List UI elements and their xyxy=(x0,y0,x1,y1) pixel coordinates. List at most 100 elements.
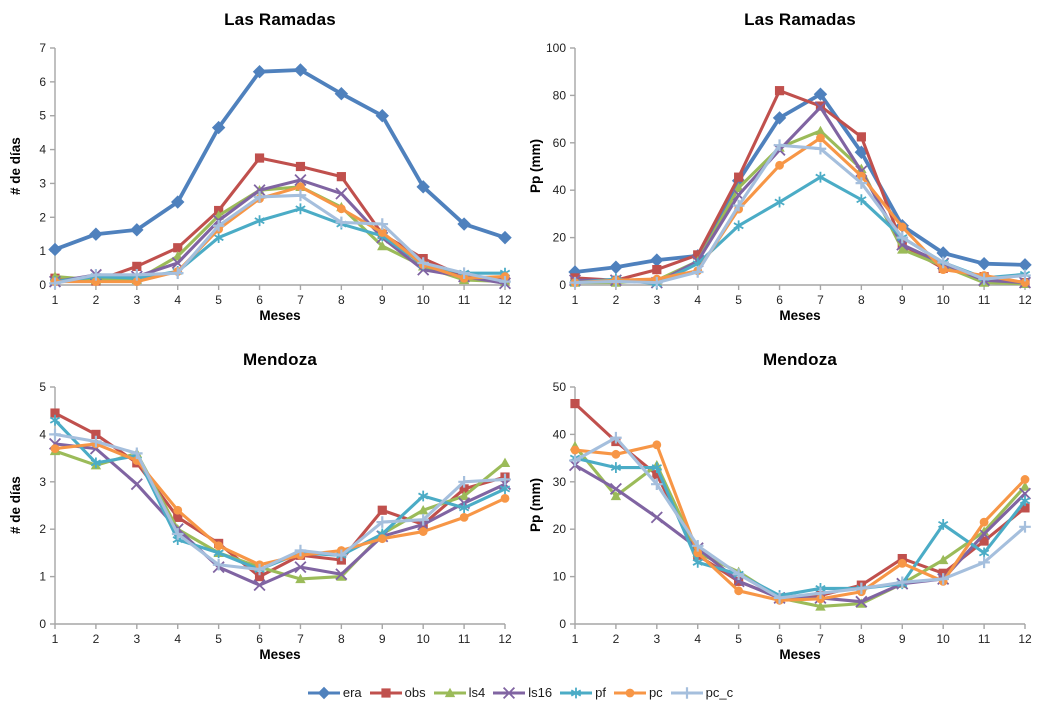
svg-text:9: 9 xyxy=(379,632,386,646)
svg-text:5: 5 xyxy=(735,632,742,646)
svg-text:2: 2 xyxy=(613,632,620,646)
legend-marker-pf-asterisk-icon xyxy=(560,687,593,698)
svg-text:5: 5 xyxy=(735,293,742,307)
legend-marker-obs-square-icon xyxy=(369,687,402,698)
svg-text:6: 6 xyxy=(256,632,263,646)
legend-item-pc_c: pc_c xyxy=(670,685,733,700)
svg-text:12: 12 xyxy=(1018,632,1032,646)
legend-marker-pc-circle-icon xyxy=(613,688,646,697)
svg-text:4: 4 xyxy=(694,632,701,646)
svg-text:100: 100 xyxy=(546,41,566,55)
legend-marker-ls16-x-icon xyxy=(493,686,526,699)
series-obs xyxy=(50,153,510,286)
svg-text:10: 10 xyxy=(417,293,431,307)
svg-text:80: 80 xyxy=(553,88,567,102)
legend-marker-ls4-triangle-icon xyxy=(433,687,466,697)
svg-text:2: 2 xyxy=(93,632,100,646)
svg-text:1: 1 xyxy=(572,293,579,307)
legend-label: obs xyxy=(404,685,426,700)
x-axis-title: Meses xyxy=(779,647,821,662)
legend-label: ls16 xyxy=(528,685,553,700)
svg-text:1: 1 xyxy=(39,570,46,584)
svg-text:5: 5 xyxy=(39,109,46,123)
svg-text:20: 20 xyxy=(553,522,567,536)
svg-text:11: 11 xyxy=(978,293,991,307)
svg-text:4: 4 xyxy=(39,143,46,157)
chart-title: Mendoza xyxy=(762,350,838,369)
series-pc_c xyxy=(569,139,1031,289)
svg-text:5: 5 xyxy=(39,380,46,394)
svg-text:6: 6 xyxy=(256,293,263,307)
series-pf xyxy=(49,414,511,575)
svg-text:11: 11 xyxy=(978,632,991,646)
svg-text:4: 4 xyxy=(694,293,701,307)
series-pc_c xyxy=(569,431,1031,604)
series-pf xyxy=(569,452,1031,601)
svg-text:6: 6 xyxy=(776,632,783,646)
legend-label: pc_c xyxy=(705,685,734,700)
svg-text:12: 12 xyxy=(498,293,512,307)
svg-text:0: 0 xyxy=(559,278,566,292)
svg-text:40: 40 xyxy=(553,183,567,197)
chart-title: Las Ramadas xyxy=(744,10,856,29)
svg-text:3: 3 xyxy=(39,176,46,190)
svg-text:0: 0 xyxy=(39,278,46,292)
legend-marker-era-diamond-icon xyxy=(307,686,340,699)
legend-marker-pc-c-plus-icon xyxy=(670,686,703,699)
svg-text:3: 3 xyxy=(39,475,46,489)
legend-item-era: era xyxy=(307,685,362,700)
legend-item-obs: obs xyxy=(369,685,426,700)
chart-legend: era obs ls4 ls16 pf pc pc_c xyxy=(0,675,1040,710)
svg-text:5: 5 xyxy=(215,632,222,646)
svg-text:0: 0 xyxy=(39,617,46,631)
svg-text:8: 8 xyxy=(858,632,865,646)
svg-text:10: 10 xyxy=(937,293,951,307)
svg-text:7: 7 xyxy=(817,632,824,646)
svg-text:1: 1 xyxy=(39,244,46,258)
legend-item-pf: pf xyxy=(559,685,606,700)
x-axis-title: Meses xyxy=(259,647,301,662)
svg-text:3: 3 xyxy=(653,293,660,307)
svg-text:7: 7 xyxy=(39,41,46,55)
svg-text:1: 1 xyxy=(52,293,59,307)
svg-text:9: 9 xyxy=(379,293,386,307)
svg-text:5: 5 xyxy=(215,293,222,307)
svg-text:4: 4 xyxy=(39,427,46,441)
svg-text:7: 7 xyxy=(817,293,824,307)
svg-text:50: 50 xyxy=(553,380,567,394)
svg-text:2: 2 xyxy=(613,293,620,307)
svg-text:60: 60 xyxy=(553,136,567,150)
series-pc_c xyxy=(49,428,511,576)
chart-mendoza-pp: Mendoza Pp (mm) 0 10 20 30 40 50 1 2 3 4 5 6 7 8 9 10 11… xyxy=(520,345,1040,675)
svg-text:1: 1 xyxy=(572,632,579,646)
chart-title: Mendoza xyxy=(242,350,318,369)
series-ls16 xyxy=(568,101,1032,289)
svg-text:9: 9 xyxy=(899,293,906,307)
svg-text:9: 9 xyxy=(899,632,906,646)
legend-item-pc: pc xyxy=(613,685,663,700)
svg-text:4: 4 xyxy=(174,293,181,307)
chart-title: Las Ramadas xyxy=(224,10,336,29)
series-era xyxy=(48,63,512,257)
series-pc xyxy=(50,182,510,287)
svg-text:10: 10 xyxy=(937,632,951,646)
chart-las-ramadas-pp: Las Ramadas Pp (mm) 0 20 40 60 80 100 1 2 3 4 5 6 7 8… xyxy=(520,0,1040,345)
svg-text:7: 7 xyxy=(297,293,304,307)
svg-text:30: 30 xyxy=(553,475,567,489)
svg-text:12: 12 xyxy=(498,632,512,646)
svg-text:8: 8 xyxy=(858,293,865,307)
legend-label: pc xyxy=(648,685,663,700)
svg-text:10: 10 xyxy=(417,632,431,646)
svg-text:2: 2 xyxy=(39,522,46,536)
series-era xyxy=(568,87,1032,279)
series-pc_c xyxy=(49,189,511,290)
svg-text:6: 6 xyxy=(776,293,783,307)
svg-text:12: 12 xyxy=(1018,293,1032,307)
svg-text:8: 8 xyxy=(338,293,345,307)
